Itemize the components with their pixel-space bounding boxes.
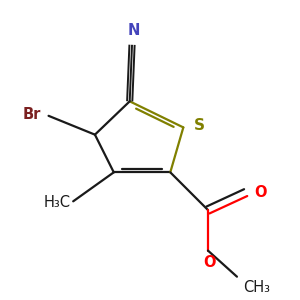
Text: H₃C: H₃C <box>43 195 70 210</box>
Text: N: N <box>127 23 140 38</box>
Text: Br: Br <box>23 107 41 122</box>
Text: O: O <box>254 185 267 200</box>
Text: CH₃: CH₃ <box>243 280 270 295</box>
Text: S: S <box>194 118 205 134</box>
Text: O: O <box>203 255 216 270</box>
